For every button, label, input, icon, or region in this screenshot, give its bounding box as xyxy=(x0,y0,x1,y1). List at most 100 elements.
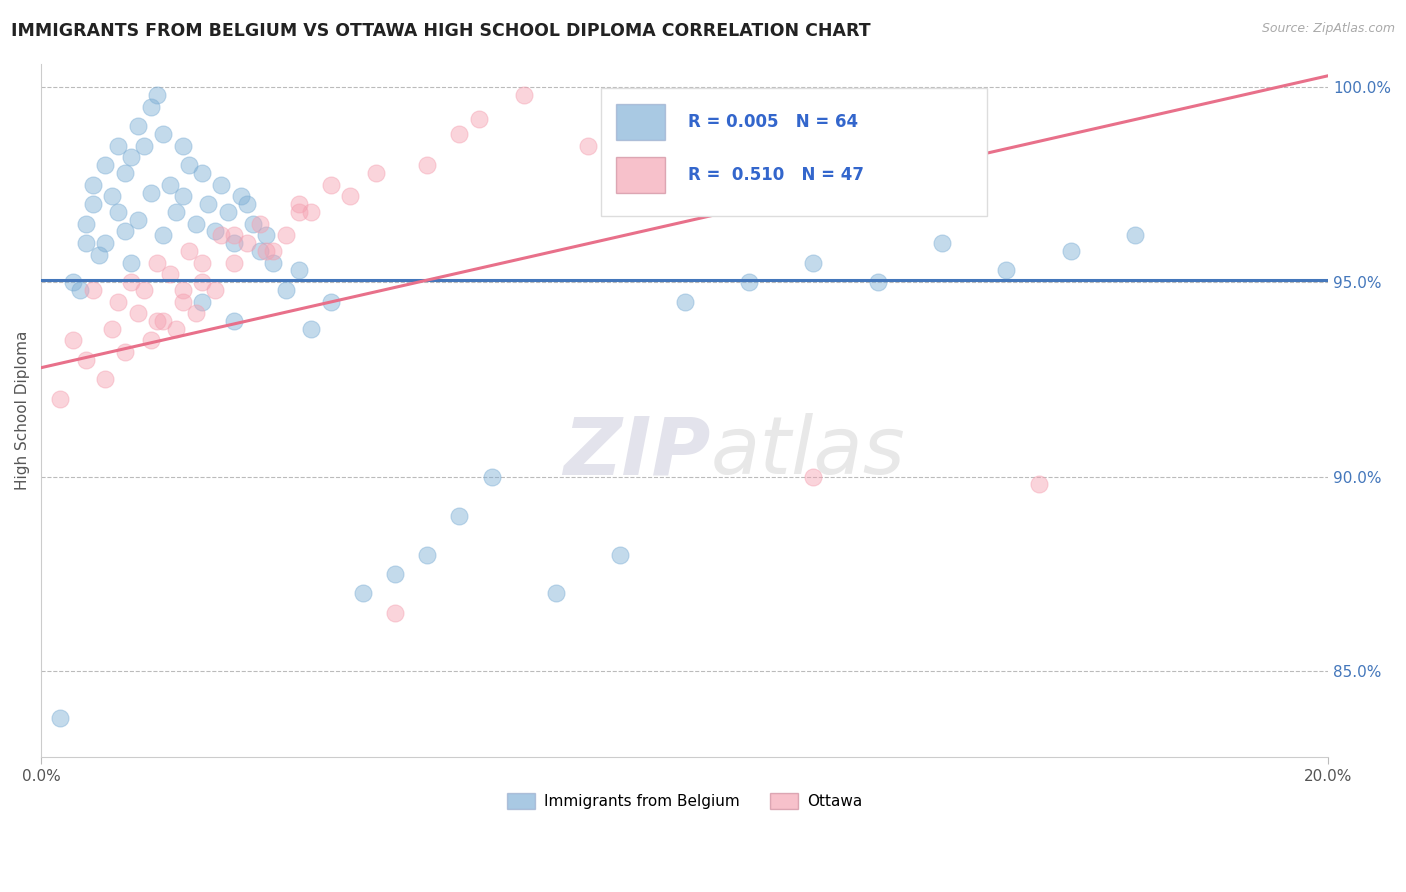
Point xyxy=(224,314,246,328)
Point xyxy=(236,236,259,251)
Point xyxy=(1123,228,1146,243)
Point xyxy=(242,217,264,231)
Point xyxy=(107,205,129,219)
Point xyxy=(114,345,136,359)
Point xyxy=(159,267,181,281)
Point xyxy=(114,224,136,238)
Point xyxy=(139,334,162,348)
FancyBboxPatch shape xyxy=(616,103,665,139)
Point xyxy=(449,127,471,141)
Point xyxy=(69,283,91,297)
Point xyxy=(673,294,696,309)
Point xyxy=(299,205,322,219)
Point xyxy=(172,283,194,297)
Text: Source: ZipAtlas.com: Source: ZipAtlas.com xyxy=(1261,22,1395,36)
Point xyxy=(49,711,72,725)
Point xyxy=(191,275,214,289)
Point xyxy=(801,255,824,269)
Point xyxy=(274,228,297,243)
Point xyxy=(152,127,174,141)
Point xyxy=(299,322,322,336)
Point xyxy=(262,244,284,258)
Y-axis label: High School Diploma: High School Diploma xyxy=(15,331,30,491)
Point xyxy=(204,224,226,238)
Point xyxy=(132,283,155,297)
Point xyxy=(107,138,129,153)
Point xyxy=(319,178,342,192)
Point xyxy=(224,255,246,269)
Point xyxy=(204,283,226,297)
Point xyxy=(254,244,277,258)
Point xyxy=(94,236,117,251)
Point xyxy=(866,275,889,289)
Point xyxy=(416,548,439,562)
Point xyxy=(127,306,149,320)
Point xyxy=(75,236,97,251)
Point xyxy=(931,236,953,251)
Point xyxy=(224,236,246,251)
Point xyxy=(191,166,214,180)
Point xyxy=(75,217,97,231)
Point xyxy=(224,228,246,243)
Point xyxy=(62,275,84,289)
Point xyxy=(120,275,142,289)
Point xyxy=(82,283,104,297)
Point xyxy=(576,138,599,153)
Point xyxy=(101,322,124,336)
Point xyxy=(641,120,664,134)
Point xyxy=(75,352,97,367)
Point xyxy=(101,189,124,203)
Point xyxy=(94,158,117,172)
Point xyxy=(319,294,342,309)
Point xyxy=(165,322,187,336)
Point xyxy=(139,100,162,114)
Point xyxy=(229,189,252,203)
Point xyxy=(352,586,374,600)
Point xyxy=(481,469,503,483)
Point xyxy=(384,566,406,581)
Point xyxy=(274,283,297,297)
Point xyxy=(209,228,232,243)
Point xyxy=(165,205,187,219)
Point xyxy=(609,548,631,562)
Point xyxy=(738,275,761,289)
Point xyxy=(114,166,136,180)
Point xyxy=(467,112,489,126)
FancyBboxPatch shape xyxy=(616,157,665,194)
Point xyxy=(94,372,117,386)
Text: ZIP: ZIP xyxy=(562,413,710,491)
Point xyxy=(146,88,169,103)
Point xyxy=(801,469,824,483)
Point xyxy=(1060,244,1083,258)
Point xyxy=(254,228,277,243)
FancyBboxPatch shape xyxy=(600,88,987,217)
Point xyxy=(127,212,149,227)
Point xyxy=(287,205,309,219)
Point xyxy=(179,158,201,172)
Point xyxy=(82,197,104,211)
Point xyxy=(184,306,207,320)
Point xyxy=(416,158,439,172)
Point xyxy=(120,151,142,165)
Point xyxy=(62,334,84,348)
Point xyxy=(197,197,219,211)
Point xyxy=(146,255,169,269)
Text: atlas: atlas xyxy=(710,413,905,491)
Point xyxy=(262,255,284,269)
Point xyxy=(449,508,471,523)
Point xyxy=(1028,477,1050,491)
Point xyxy=(107,294,129,309)
Point xyxy=(152,228,174,243)
Text: R =  0.510   N = 47: R = 0.510 N = 47 xyxy=(689,167,865,185)
Point xyxy=(152,314,174,328)
Point xyxy=(209,178,232,192)
Point xyxy=(49,392,72,406)
Point xyxy=(249,217,271,231)
Point xyxy=(191,294,214,309)
Point xyxy=(172,138,194,153)
Text: R = 0.005   N = 64: R = 0.005 N = 64 xyxy=(689,112,859,130)
Point xyxy=(132,138,155,153)
Point xyxy=(513,88,536,103)
Point xyxy=(236,197,259,211)
Point xyxy=(127,120,149,134)
